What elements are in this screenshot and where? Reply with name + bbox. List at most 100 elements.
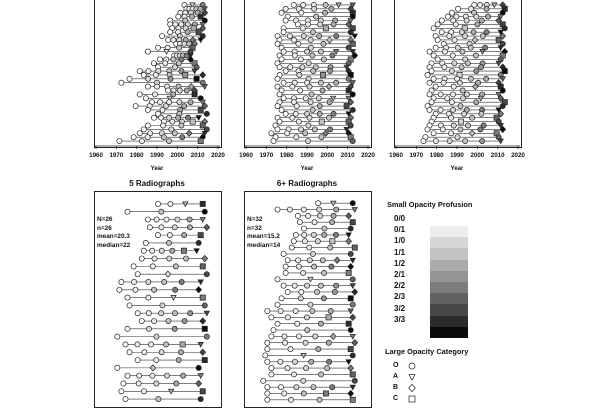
radiograph-marker — [114, 364, 121, 371]
radiograph-marker — [171, 325, 178, 332]
radiograph-marker — [122, 341, 129, 348]
radiograph-marker — [289, 83, 296, 90]
radiograph-marker — [132, 103, 139, 110]
radiograph-marker — [306, 257, 313, 264]
tick-label: 1990 — [150, 152, 164, 159]
radiograph-marker — [300, 352, 307, 359]
radiograph-marker — [140, 247, 147, 254]
radiograph-marker — [295, 257, 302, 264]
radiograph-marker — [349, 138, 356, 145]
radiograph-marker — [320, 71, 326, 78]
radiograph-marker — [278, 56, 285, 63]
tick-label: 2000 — [320, 152, 334, 159]
radiograph-marker — [499, 125, 507, 134]
radiograph-marker — [180, 247, 187, 254]
radiograph-marker — [462, 33, 468, 40]
radiograph-marker — [183, 255, 190, 262]
radiograph-marker — [178, 279, 185, 285]
tick-label: 2010 — [191, 152, 205, 159]
radiograph-marker — [274, 206, 281, 213]
chart-panel-5 — [244, 191, 372, 408]
radiograph-marker — [333, 33, 340, 40]
radiograph-marker — [280, 282, 287, 289]
radiograph-marker — [201, 130, 208, 137]
radiograph-marker — [324, 365, 331, 372]
tick-label: 1960 — [89, 152, 103, 159]
profusion-swatch — [430, 326, 468, 338]
radiograph-marker — [317, 79, 324, 86]
radiograph-marker — [142, 95, 149, 102]
radiograph-marker — [316, 33, 323, 40]
radiograph-marker — [320, 56, 327, 63]
radiograph-marker — [132, 286, 139, 293]
radiograph-marker — [349, 333, 356, 340]
square-icon — [408, 395, 416, 403]
radiograph-marker — [278, 295, 285, 302]
radiograph-marker — [307, 36, 314, 43]
radiograph-marker — [126, 75, 133, 82]
radiograph-marker — [193, 75, 200, 82]
radiograph-marker — [351, 339, 359, 347]
radiograph-marker — [347, 29, 354, 36]
radiograph-marker — [145, 294, 152, 301]
radiograph-marker — [307, 99, 314, 106]
radiograph-marker — [477, 95, 484, 102]
radiograph-marker — [347, 250, 354, 257]
radiograph-marker — [325, 314, 332, 321]
radiograph-marker — [199, 217, 206, 223]
radiograph-marker — [343, 64, 350, 71]
radiograph-marker — [153, 380, 160, 387]
radiograph-marker — [318, 118, 325, 125]
radiograph-marker — [292, 358, 298, 365]
radiograph-marker — [175, 114, 182, 121]
radiograph-marker — [296, 71, 303, 78]
radiograph-marker — [321, 225, 328, 232]
triangle-down-icon — [408, 374, 416, 381]
radiograph-marker — [157, 56, 163, 63]
radiograph-marker — [306, 114, 313, 121]
radiograph-marker — [311, 219, 318, 226]
radiograph-marker — [186, 216, 193, 223]
radiograph-marker — [165, 36, 172, 43]
radiograph-marker — [282, 263, 289, 270]
radiograph-marker — [195, 29, 202, 36]
radiograph-marker — [195, 239, 202, 246]
radiograph-marker — [116, 138, 123, 145]
radiograph-marker — [310, 68, 317, 75]
radiograph-marker — [326, 99, 333, 106]
radiograph-marker — [463, 106, 470, 113]
radiograph-marker — [478, 110, 485, 117]
radiograph-marker — [291, 282, 298, 289]
radiograph-marker — [305, 21, 312, 28]
radiograph-marker — [473, 68, 480, 75]
plot-area — [420, 1, 509, 145]
radiograph-marker — [497, 29, 504, 36]
radiograph-marker — [199, 122, 206, 129]
radiograph-marker — [181, 232, 188, 239]
radiograph-marker — [457, 126, 464, 133]
x-axis-panel-3: 1960 1970 1980 1990 2000 2010 2020 — [389, 145, 525, 159]
tick-label: 1980 — [280, 152, 294, 159]
radiograph-marker — [430, 130, 437, 137]
radiograph-marker — [118, 79, 125, 86]
radiograph-marker — [172, 263, 179, 270]
radiograph-marker — [187, 99, 194, 106]
radiograph-marker — [294, 320, 301, 327]
chart-panel-3 — [394, 0, 522, 148]
radiograph-marker — [165, 87, 172, 94]
radiograph-marker — [163, 49, 170, 55]
profusion-swatch — [430, 315, 468, 327]
radiograph-marker — [300, 390, 307, 397]
radiograph-marker — [306, 244, 313, 251]
radiograph-marker — [288, 244, 295, 251]
radiograph-marker — [172, 310, 178, 317]
radiograph-marker — [158, 349, 165, 356]
radiograph-marker — [176, 87, 183, 94]
radiograph-marker — [347, 18, 354, 24]
radiograph-marker — [309, 106, 316, 113]
radiograph-marker — [463, 17, 470, 24]
radiograph-marker — [477, 126, 484, 133]
radiograph-marker — [497, 45, 504, 52]
radiograph-marker — [424, 126, 431, 133]
radiograph-marker — [167, 75, 174, 82]
